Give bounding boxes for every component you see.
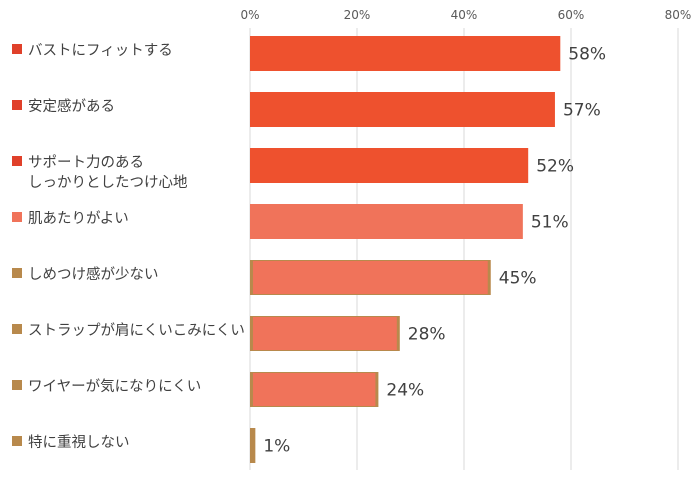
- bar: [253, 261, 488, 294]
- bar: [250, 204, 523, 239]
- legend-marker: [12, 436, 22, 446]
- x-tick-label: 40%: [451, 8, 478, 22]
- legend-marker: [12, 380, 22, 390]
- category-label: ワイヤーが気になりにくい: [28, 378, 201, 395]
- legend-marker: [12, 44, 22, 54]
- value-label: 58%: [568, 45, 606, 65]
- x-tick-label: 60%: [558, 8, 585, 22]
- bars: [250, 36, 561, 463]
- x-tick-label: 80%: [665, 8, 692, 22]
- bar: [250, 92, 555, 127]
- bar: [250, 428, 256, 463]
- category-label: しっかりとしたつけ心地: [28, 174, 188, 191]
- legend-marker: [12, 324, 22, 334]
- value-label: 24%: [386, 381, 424, 401]
- category-label: 肌あたりがよい: [28, 210, 129, 227]
- value-label: 1%: [263, 437, 290, 457]
- bar: [250, 36, 561, 71]
- bar: [253, 317, 397, 350]
- category-label: サポート力のある: [28, 154, 144, 171]
- category-label: 安定感がある: [28, 98, 115, 115]
- category-labels: バストにフィットする安定感があるサポート力のあるしっかりとしたつけ心地肌あたりが…: [12, 42, 245, 451]
- bar: [250, 148, 529, 183]
- category-label: バストにフィットする: [28, 42, 173, 59]
- category-label: ストラップが肩にくいこみにくい: [28, 322, 245, 339]
- value-labels: 58% 57% 52% 51% 45% 28% 24% 1%: [263, 45, 606, 457]
- legend-marker: [12, 100, 22, 110]
- category-label: しめつけ感が少ない: [28, 266, 159, 283]
- value-label: 45%: [499, 269, 537, 289]
- value-label: 57%: [563, 101, 601, 121]
- x-tick-label: 0%: [240, 8, 259, 22]
- value-label: 28%: [408, 325, 446, 345]
- value-label: 51%: [531, 213, 569, 233]
- x-tick-label: 20%: [344, 8, 371, 22]
- value-label: 52%: [536, 157, 574, 177]
- x-axis-ticks: 0% 20% 40% 60% 80%: [240, 8, 691, 22]
- bar: [253, 373, 376, 406]
- legend-marker: [12, 212, 22, 222]
- legend-marker: [12, 156, 22, 166]
- category-label: 特に重視しない: [28, 434, 130, 451]
- legend-marker: [12, 268, 22, 278]
